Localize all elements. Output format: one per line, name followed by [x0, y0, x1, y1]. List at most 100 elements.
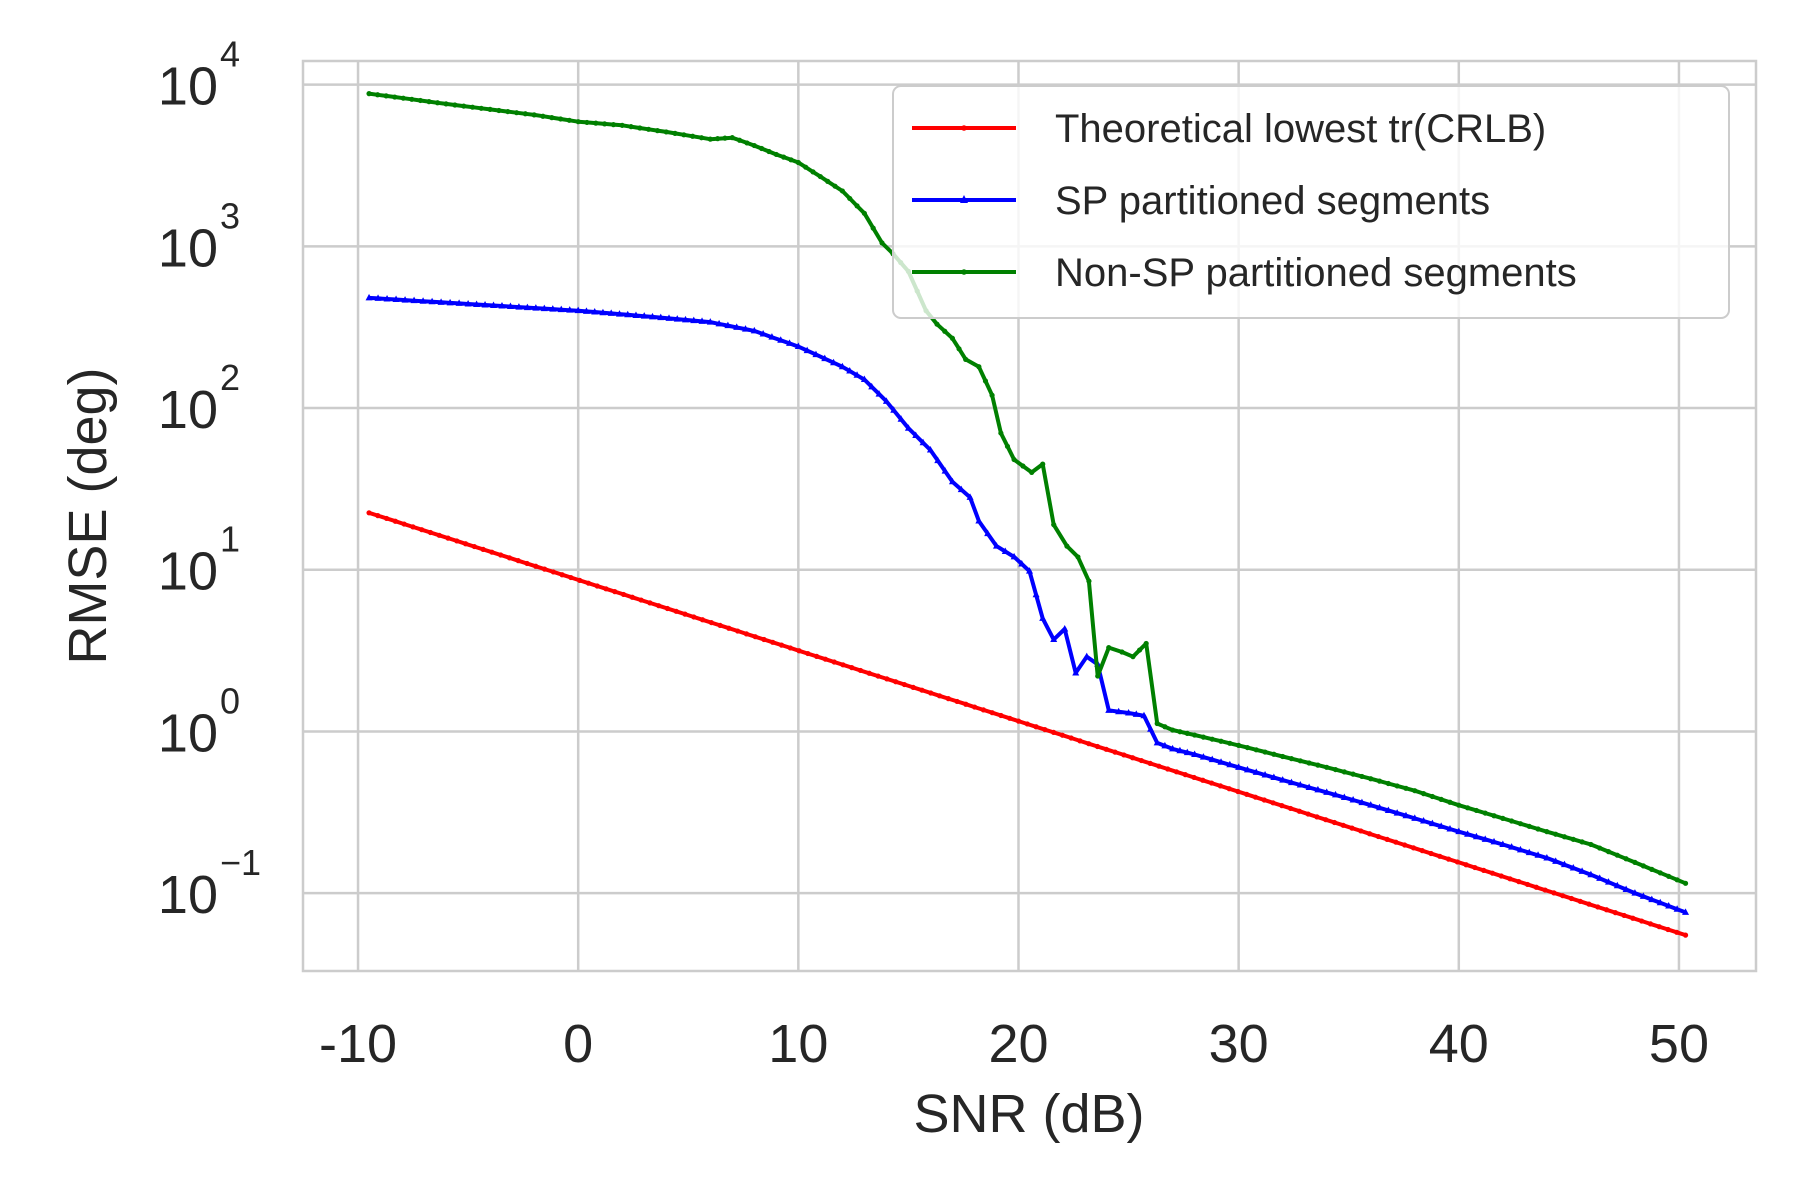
series-marker [392, 518, 398, 524]
series-marker [1656, 924, 1662, 930]
series-marker [1639, 918, 1645, 924]
series-marker [1682, 880, 1689, 886]
series-marker [1177, 729, 1183, 735]
series-marker [1631, 889, 1639, 896]
series-marker [654, 128, 661, 134]
series-marker [410, 524, 416, 530]
series-marker [879, 240, 885, 246]
series-marker [992, 542, 1000, 549]
series-marker [1420, 791, 1427, 797]
series-marker [1393, 839, 1399, 845]
series-marker [1192, 732, 1198, 738]
series-marker [722, 135, 728, 141]
series-marker [1640, 863, 1646, 869]
series-marker [1314, 814, 1320, 820]
series-marker [559, 572, 565, 578]
series-marker [1587, 870, 1595, 878]
series-marker [1094, 743, 1101, 750]
series-marker [890, 406, 898, 413]
series-marker [1218, 738, 1224, 744]
series-marker [540, 304, 548, 312]
series-marker [1324, 764, 1330, 770]
series-3 [366, 91, 1689, 886]
series-marker [1464, 830, 1472, 837]
series-marker [759, 145, 765, 152]
series-marker [884, 676, 890, 682]
x-tick-label: 0 [563, 1014, 593, 1074]
series-marker [966, 493, 974, 500]
series-marker [672, 130, 678, 136]
series-marker [1596, 874, 1604, 881]
series-marker [1526, 823, 1532, 829]
series-marker [1287, 778, 1295, 786]
series-marker [866, 670, 872, 676]
series-marker [963, 701, 969, 707]
series-marker [1588, 841, 1594, 848]
series-marker [708, 619, 714, 626]
series-marker [1612, 910, 1618, 916]
series-marker [664, 605, 671, 612]
series-marker [1665, 901, 1673, 909]
series-marker [1147, 760, 1153, 766]
series-marker [584, 119, 590, 126]
series-marker [1384, 836, 1390, 842]
legend-box [892, 85, 1730, 319]
series-marker [1666, 873, 1672, 879]
series-marker [1447, 799, 1453, 805]
series-marker [550, 569, 556, 575]
series-marker [949, 335, 956, 341]
series-marker [419, 297, 427, 304]
y-tick-label: 10 [158, 218, 218, 278]
series-marker [1393, 809, 1401, 816]
series-marker [400, 95, 406, 101]
series-marker [744, 140, 750, 146]
series-marker [1632, 859, 1638, 865]
series-marker [566, 117, 572, 123]
series-marker [1314, 785, 1322, 793]
series-marker [1481, 867, 1487, 873]
series-marker [1657, 870, 1663, 876]
series-marker [656, 603, 662, 609]
series-marker [657, 313, 665, 321]
series-marker [752, 634, 758, 640]
series-marker [522, 111, 528, 117]
series-marker [1271, 751, 1277, 757]
y-axis-label: RMSE (deg) [58, 367, 118, 664]
legend-marker [961, 269, 967, 275]
series-marker [593, 120, 599, 126]
series-marker [812, 350, 820, 358]
series-marker [861, 210, 867, 216]
series-marker [490, 301, 498, 309]
series-marker [998, 712, 1004, 719]
series-marker [729, 135, 735, 141]
series-marker [1261, 797, 1267, 803]
series-marker [1411, 814, 1419, 821]
series-marker [1419, 848, 1425, 854]
series-marker [1200, 777, 1206, 783]
series-marker [1244, 744, 1251, 751]
series-marker [803, 164, 809, 170]
series-marker [461, 103, 467, 109]
series-marker [612, 589, 618, 595]
series-marker [1438, 796, 1444, 802]
series-marker [1445, 856, 1452, 862]
series-marker [533, 563, 539, 569]
series-marker [1331, 819, 1338, 826]
legend: Theoretical lowest tr(CRLB) SP partitione… [892, 85, 1730, 319]
series-marker [1500, 815, 1506, 821]
series-marker [498, 552, 504, 558]
series-marker [707, 136, 713, 142]
series-marker [904, 424, 912, 431]
series-marker [1004, 443, 1011, 449]
x-tick-label: 10 [768, 1014, 828, 1074]
series-marker [690, 316, 698, 324]
series-marker [615, 310, 623, 317]
series-marker [1153, 738, 1161, 746]
series-marker [984, 529, 992, 537]
series-marker [628, 124, 634, 130]
series-marker [1165, 766, 1171, 772]
series-marker [1323, 788, 1331, 795]
series-marker [1182, 772, 1188, 778]
series-marker [936, 693, 943, 699]
series-marker [1018, 560, 1026, 567]
